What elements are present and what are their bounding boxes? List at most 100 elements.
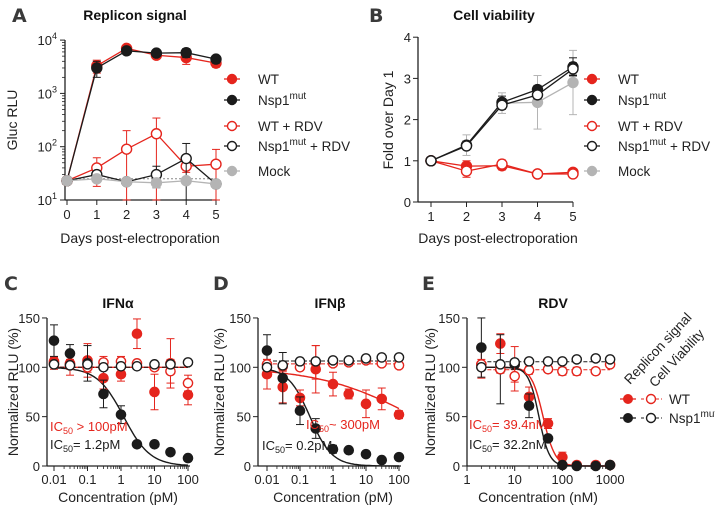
data-point <box>523 400 535 412</box>
data-point <box>360 448 372 460</box>
data-point <box>327 355 339 366</box>
data-point <box>115 409 127 420</box>
data-point <box>180 175 192 187</box>
data-point <box>393 451 405 463</box>
data-point <box>120 176 133 188</box>
x-tick-label: 0.1 <box>291 472 309 487</box>
x-tick-label: 0.1 <box>78 472 96 487</box>
y-tick-label: 4 <box>404 30 411 45</box>
chart-title-c: IFNα <box>102 295 134 311</box>
legend-label: Mock <box>618 164 651 179</box>
data-point <box>567 76 579 89</box>
data-point <box>567 63 579 75</box>
x-axis-label-d: Concentration (pM) <box>273 489 393 505</box>
chart-b: 0 1 2 3 4 1 2 3 4 5 <box>404 30 579 224</box>
x-tick-label: 100 <box>552 472 574 487</box>
y-tick-label: 2 <box>404 113 411 128</box>
data-point <box>150 47 163 59</box>
series-nsp1mut-black-filled <box>261 334 405 466</box>
data-point <box>182 357 194 368</box>
x-axis-label-b: Days post-electroporation <box>418 230 578 246</box>
x-tick-label: 100 <box>388 472 410 487</box>
chart-title-d: IFNβ <box>314 295 346 311</box>
y-tick-label: 104 <box>38 31 57 48</box>
data-point <box>277 360 289 371</box>
panel-letter-d: D <box>213 273 229 295</box>
legend-item: Nsp1mut <box>620 409 715 426</box>
data-point <box>343 388 355 400</box>
data-point <box>557 356 568 367</box>
legend-item: WT <box>620 392 690 407</box>
series-nsp1mut-black-open <box>261 352 405 373</box>
x-tick-label: 10 <box>507 472 521 487</box>
data-point <box>165 359 176 370</box>
data-point <box>509 357 521 368</box>
legend-label: WT + RDV <box>618 119 683 134</box>
y-tick-label: 0 <box>404 195 411 210</box>
y-tick-label: 50 <box>237 410 251 425</box>
legend-marker <box>586 94 598 106</box>
legend-item: Mock <box>224 164 291 179</box>
legend-marker <box>586 73 598 85</box>
chart-a: 101 102 103 104 0 1 2 3 4 5 <box>38 31 222 222</box>
ic50-label-nsp1mut: IC50= 32.2nM <box>469 437 547 454</box>
legend-b: WT Nsp1mut WT + RDV Nsp1mut + RDV Mock <box>584 72 710 179</box>
legend-label: WT <box>618 72 639 87</box>
data-point <box>131 328 143 340</box>
data-point <box>210 53 222 65</box>
data-point <box>460 140 473 152</box>
x-axis-label-e: Concentration (nM) <box>478 489 598 505</box>
chart-d: 0 50 100 150 0.01 0.1 1 10 100 IC50~ 300pM IC50= 0… <box>229 311 410 487</box>
legend-marker <box>226 140 238 152</box>
legend-label: WT <box>258 72 279 87</box>
legend-marker <box>226 165 238 177</box>
legend-item: Nsp1mut + RDV <box>224 137 350 154</box>
data-point <box>149 386 160 398</box>
x-tick-label: 1000 <box>596 472 625 487</box>
chart-c: 0 50 100 150 0.01 0.1 1 10 100 IC50 > 100pMIC50= … <box>18 311 199 487</box>
y-tick-label: 150 <box>229 311 251 326</box>
data-point <box>327 378 339 390</box>
y-tick-label: 100 <box>18 360 40 375</box>
y-tick-label: 100 <box>229 360 251 375</box>
data-point <box>182 377 194 389</box>
legend-marker <box>586 140 598 152</box>
data-point <box>210 158 222 170</box>
legend-label: Nsp1mut <box>258 91 306 108</box>
x-tick-label: 3 <box>498 209 505 224</box>
data-point <box>571 365 583 377</box>
data-point <box>149 359 160 370</box>
data-point <box>542 356 554 367</box>
data-point <box>150 177 163 189</box>
legend-marker <box>586 165 598 177</box>
data-point <box>590 460 602 472</box>
y-tick-label: 50 <box>26 410 40 425</box>
chart-e: 0 50 100 150 1 10 100 1000 IC50= 39.4nM IC50= 32.… <box>438 311 624 487</box>
data-point <box>509 370 521 382</box>
data-point <box>496 99 508 111</box>
data-point <box>343 444 355 456</box>
legend-label: Nsp1mut + RDV <box>618 137 710 154</box>
data-point <box>476 361 487 373</box>
data-point <box>149 438 160 450</box>
data-point <box>376 454 388 466</box>
x-tick-label: 0.01 <box>41 472 66 487</box>
legend-item: Nsp1mut + RDV <box>584 137 710 154</box>
x-tick-label: 100 <box>177 472 199 487</box>
series-wt-red-filled <box>61 42 222 187</box>
panel-letter-e: E <box>422 273 435 295</box>
data-point <box>376 393 388 405</box>
data-point <box>150 128 163 140</box>
data-point <box>542 418 554 429</box>
x-tick-label: 0.01 <box>254 472 279 487</box>
x-tick-label: 3 <box>153 207 160 222</box>
x-tick-label: 10 <box>147 472 161 487</box>
data-point <box>64 348 76 359</box>
data-point <box>120 143 133 155</box>
data-point <box>180 152 192 165</box>
legend-marker <box>586 120 598 132</box>
y-tick-label: 50 <box>446 410 460 425</box>
data-point <box>64 360 76 371</box>
